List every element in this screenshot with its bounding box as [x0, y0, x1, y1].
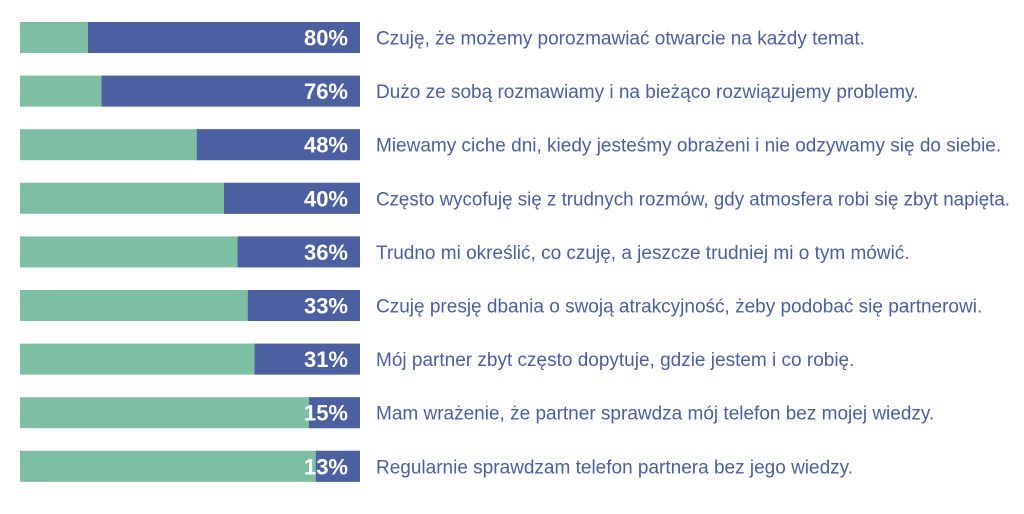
bar-track	[20, 397, 360, 429]
value-label: 36%	[304, 240, 348, 265]
value-label: 40%	[304, 186, 348, 211]
category-label: Czuję, że możemy porozmawiać otwarcie na…	[376, 29, 865, 50]
value-label: 33%	[304, 294, 348, 319]
bar-row: 13% Regularnie sprawdzam telefon partnera…	[20, 450, 853, 482]
bar-value	[101, 75, 360, 107]
category-label: Trudno mi określić, co czuję, a jeszcze …	[376, 243, 910, 264]
category-label: Dużo ze sobą rozmawiamy i na bieżąco roz…	[376, 82, 918, 103]
value-label: 15%	[304, 401, 348, 426]
bar-row: 15% Mam wrażenie, że partner sprawdza mój…	[20, 397, 934, 429]
category-label: Mój partner zbyt często dopytuje, gdzie …	[376, 350, 854, 371]
bar-value	[254, 343, 360, 375]
bar-value	[309, 397, 360, 429]
value-label: 80%	[304, 26, 348, 51]
category-label: Często wycofuję się z trudnych rozmów, g…	[376, 189, 1010, 210]
bar-value	[315, 450, 360, 482]
bar-track	[20, 450, 360, 482]
category-label: Czuję presję dbania o swoją atrakcyjność…	[376, 297, 982, 318]
bar-row: 48% Miewamy ciche dni, kiedy jesteśmy obr…	[20, 129, 1001, 161]
category-label: Mam wrażenie, że partner sprawdza mój te…	[376, 404, 934, 425]
bar-value	[237, 236, 360, 268]
bar-row: 40% Często wycofuję się z trudnych rozmów…	[20, 182, 1010, 214]
bar-row: 36% Trudno mi określić, co czuję, a jeszc…	[20, 236, 910, 268]
bar-value	[88, 22, 360, 53]
bar-value	[247, 290, 360, 321]
bar-row: 80% Czuję, że możemy porozmawiać otwarcie…	[20, 22, 865, 53]
bar-row: 31% Mój partner zbyt często dopytuje, gdz…	[20, 343, 854, 375]
bar-value	[196, 129, 360, 161]
category-label: Miewamy ciche dni, kiedy jesteśmy obraże…	[376, 136, 1001, 157]
value-label: 48%	[304, 133, 348, 158]
value-label: 76%	[304, 79, 348, 104]
bar-value	[224, 182, 360, 214]
category-label: Regularnie sprawdzam telefon partnera be…	[376, 457, 853, 478]
bar-row: 76% Dużo ze sobą rozmawiamy i na bieżąco …	[20, 75, 918, 107]
value-label: 13%	[304, 454, 348, 479]
bar-row: 33% Czuję presję dbania o swoją atrakcyjn…	[20, 290, 982, 321]
value-label: 31%	[304, 347, 348, 372]
